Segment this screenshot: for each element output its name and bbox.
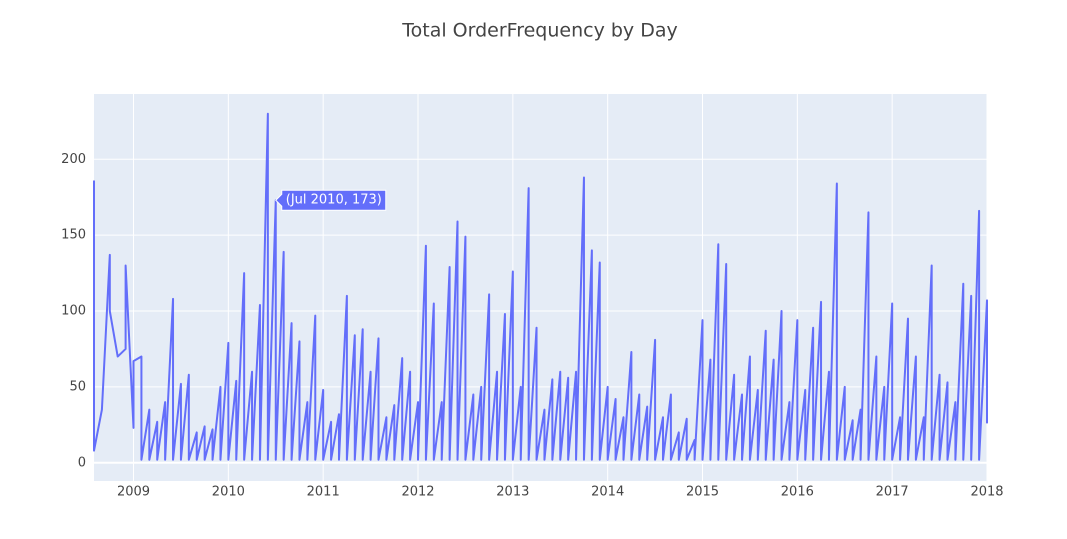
x-tick-label: 2009 [117,485,150,500]
x-tick-label: 2011 [307,485,340,500]
x-tick-label: 2014 [591,485,624,500]
x-tick-label: 2012 [401,485,434,500]
x-tick-label: 2010 [212,485,245,500]
x-tick-label: 2018 [970,485,1003,500]
x-tick-label: 2017 [876,485,909,500]
y-tick-label: 50 [69,379,86,394]
y-tick-label: 200 [61,152,86,167]
y-tick-label: 150 [61,228,86,243]
hover-label: (Jul 2010, 173) [286,193,382,208]
chart-title: Total OrderFrequency by Day [401,20,677,42]
y-tick-label: 100 [61,304,86,319]
data-line [93,112,988,461]
y-tick-label: 0 [78,455,86,470]
x-tick-label: 2016 [781,485,814,500]
hover-box [275,189,387,211]
x-tick-label: 2013 [496,485,529,500]
x-tick-label: 2015 [686,485,719,500]
